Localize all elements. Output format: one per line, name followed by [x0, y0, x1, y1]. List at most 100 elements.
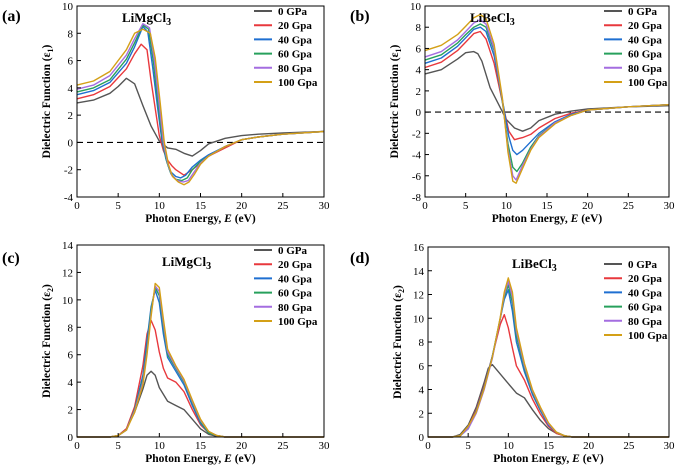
x-axis-label-prefix: Photon Energy,: [145, 453, 224, 465]
y-tick-label: 4: [416, 65, 422, 77]
series-line: [424, 13, 670, 184]
chart-title: LiMgCl3: [162, 254, 211, 272]
chart-title: LiMgCl3: [122, 10, 171, 28]
x-tick-label: 20: [236, 200, 248, 212]
chart-title-main: LiBeCl: [470, 10, 510, 25]
x-tick-label: 20: [582, 200, 594, 212]
legend-entry: 40 Gpa: [278, 34, 312, 46]
y-tick-label: 8: [68, 28, 74, 40]
legend-entry: 0 GPa: [628, 6, 658, 18]
x-axis-label-prefix: Photon Energy,: [145, 213, 224, 225]
y-axis-label-subscript: 1: [394, 49, 403, 53]
y-axis-label-end: ): [41, 45, 53, 49]
x-tick-label: 30: [664, 440, 676, 452]
y-axis-label: Dielectric Function (ε2): [392, 285, 406, 399]
legend-entry: 40 Gpa: [628, 34, 662, 46]
x-tick-label: 10: [154, 440, 166, 452]
y-axis-label-main: Dielectric Function (ε: [389, 52, 401, 158]
y-tick-label: 12: [413, 290, 424, 302]
legend-entry: 20 Gpa: [278, 259, 312, 271]
series-line: [76, 23, 325, 183]
y-axis-label: Dielectric Function (ε1): [389, 45, 403, 159]
x-axis-label-prefix: Photon Energy,: [493, 453, 572, 465]
y-tick-label: 0: [419, 432, 425, 444]
x-tick-label: 25: [623, 440, 635, 452]
y-tick-label: -4: [64, 192, 74, 204]
y-tick-label: 4: [68, 377, 74, 389]
legend-entry: 100 Gpa: [628, 330, 668, 342]
series-line: [77, 370, 324, 438]
series-group: [424, 13, 670, 184]
x-axis-label-unit: (eV): [232, 213, 256, 225]
x-tick-label: 25: [623, 200, 635, 212]
legend-entry: 60 Gpa: [628, 49, 662, 61]
y-axis-label-end: ): [389, 45, 401, 49]
x-tick-label: 5: [115, 440, 121, 452]
x-tick-label: 0: [74, 440, 80, 452]
x-tick-label: 25: [277, 440, 289, 452]
legend-entry: 60 Gpa: [278, 288, 312, 300]
y-axis-label-end: ): [392, 285, 404, 289]
y-tick-label: 0: [416, 107, 422, 119]
x-axis-label-unit: (eV): [580, 453, 604, 465]
y-tick-label: 6: [68, 56, 74, 68]
series-line: [77, 282, 324, 438]
y-tick-label: 14: [413, 266, 425, 278]
y-axis-label-end: ): [41, 284, 53, 288]
x-tick-label: 0: [74, 200, 80, 212]
legend-entry: 60 Gpa: [278, 49, 312, 61]
y-tick-label: -6: [412, 171, 422, 183]
y-tick-label: 12: [62, 267, 73, 279]
legend-entry: 0 GPa: [628, 259, 658, 271]
legend-entry: 100 Gpa: [628, 77, 668, 89]
y-tick-label: 2: [68, 110, 74, 122]
x-tick-label: 5: [463, 200, 469, 212]
y-tick-label: 2: [416, 86, 422, 98]
y-tick-label: -2: [64, 165, 73, 177]
x-tick-label: 20: [583, 440, 595, 452]
chart-title-main: LiBeCl: [512, 256, 552, 271]
y-tick-label: 14: [62, 240, 74, 252]
x-tick-label: 30: [319, 440, 331, 452]
y-tick-label: 8: [419, 337, 425, 349]
y-axis-label-subscript: 1: [46, 49, 55, 53]
x-tick-label: 25: [277, 200, 289, 212]
chart-title-main: LiMgCl: [122, 10, 166, 25]
series-group: [76, 23, 325, 186]
panel-label: (d): [350, 250, 370, 267]
x-axis-label-variable: E: [570, 213, 579, 225]
legend: 0 GPa 20 Gpa 40 Gpa 60 Gpa 80 Gpa 100 Gpa: [604, 259, 668, 342]
x-axis-label-unit: (eV): [578, 213, 602, 225]
series-group: [77, 282, 324, 438]
x-tick-label: 10: [501, 200, 513, 212]
panel-label: (a): [2, 8, 21, 25]
y-tick-label: 6: [416, 43, 422, 55]
legend: 0 GPa 20 Gpa 40 Gpa 60 Gpa 80 Gpa 100 Gpa: [254, 6, 318, 89]
chart-title-subscript: 3: [206, 261, 211, 272]
chart-title-subscript: 3: [510, 17, 515, 28]
legend-entry: 100 Gpa: [278, 316, 318, 328]
x-tick-label: 30: [319, 200, 331, 212]
y-tick-label: 10: [62, 295, 74, 307]
x-axis-label-unit: (eV): [232, 453, 256, 465]
legend: 0 GPa 20 Gpa 40 Gpa 60 Gpa 80 Gpa 100 Gpa: [604, 6, 668, 89]
x-axis-label: Photon Energy, E (eV): [492, 213, 603, 225]
y-tick-label: -4: [412, 150, 422, 162]
x-axis-label: Photon Energy, E (eV): [145, 453, 256, 465]
y-tick-label: -2: [412, 128, 421, 140]
legend-entry: 20 Gpa: [278, 20, 312, 32]
x-tick-label: 15: [195, 440, 207, 452]
x-tick-label: 20: [236, 440, 248, 452]
panel-label: (c): [2, 250, 20, 267]
legend-entry: 80 Gpa: [278, 302, 312, 314]
y-axis-label: Dielectric Function (ε2): [41, 284, 55, 398]
y-axis-label-main: Dielectric Function (ε: [392, 293, 404, 399]
x-axis-label-prefix: Photon Energy,: [492, 213, 571, 225]
y-tick-label: 6: [419, 361, 425, 373]
x-tick-label: 10: [503, 440, 515, 452]
y-tick-label: 6: [68, 350, 74, 362]
x-tick-label: 15: [543, 440, 555, 452]
y-tick-label: 4: [419, 385, 425, 397]
